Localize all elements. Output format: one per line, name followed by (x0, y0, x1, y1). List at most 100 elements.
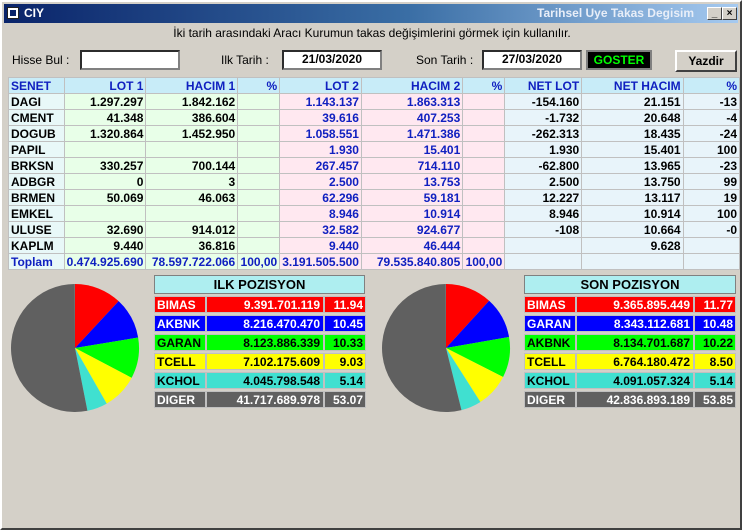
table-row[interactable]: KAPLM 9.440 36.816 9.440 46.444 9.628 (8, 237, 741, 254)
table-cell (237, 205, 281, 222)
senet-cell: PAPIL (8, 141, 65, 158)
senet-cell: EMKEL (8, 205, 65, 222)
pie-slice-bimas (446, 284, 490, 348)
pozisyon-row[interactable]: AKBNK 8.216.470.470 10.45 (154, 315, 366, 334)
table-cell (462, 237, 506, 254)
pie-slice-garan (75, 337, 139, 378)
table-row[interactable]: CMENT 41.348 386.604 39.616 407.253 -1.732 20.… (8, 109, 741, 126)
table-cell (462, 205, 506, 222)
minimize-icon[interactable]: _ (707, 7, 722, 20)
table-cell: 1.863.313 (360, 93, 464, 110)
table-cell: 19 (682, 189, 741, 206)
close-icon[interactable]: × (722, 7, 737, 20)
pozisyon-row[interactable]: KCHOL 4.045.798.548 5.14 (154, 372, 366, 391)
table-cell (63, 205, 147, 222)
goster-button[interactable]: GOSTER (586, 50, 652, 70)
table-row[interactable]: EMKEL 8.946 10.914 8.946 10.914 100 (8, 205, 741, 222)
pozisyon-name: TCELL (154, 353, 206, 370)
senet-cell: CMENT (8, 109, 65, 126)
table-cell: 9.440 (63, 237, 147, 254)
pozisyon-row[interactable]: BIMAS 9.365.895.449 11.77 (524, 296, 736, 315)
pozisyon-row[interactable]: DIGER 41.717.689.978 53.07 (154, 391, 366, 410)
table-cell: 1.471.386 (360, 125, 464, 142)
pozisyon-pct: 11.77 (694, 296, 736, 313)
col-header-senet[interactable]: SENET (8, 77, 65, 94)
col-header-net-hacim[interactable]: NET HACIM (581, 77, 684, 94)
pozisyon-name: TCELL (524, 353, 576, 370)
pozisyon-row[interactable]: TCELL 7.102.175.609 9.03 (154, 353, 366, 372)
pozisyon-row[interactable]: GARAN 8.123.886.339 10.33 (154, 334, 366, 353)
table-cell: 41.348 (63, 109, 147, 126)
pozisyon-value: 8.134.701.687 (576, 334, 694, 351)
pozisyon-value: 9.365.895.449 (576, 296, 694, 313)
pozisyon-row[interactable]: AKBNK 8.134.701.687 10.22 (524, 334, 736, 353)
table-cell (237, 221, 281, 238)
pozisyon-name: AKBNK (524, 334, 576, 351)
table-cell: -13 (682, 93, 741, 110)
son-tarih-input[interactable]: 27/03/2020 (482, 50, 582, 70)
table-cell: 21.151 (581, 93, 684, 110)
son-tarih-label: Son Tarih : (416, 53, 474, 67)
pozisyon-value: 8.343.112.681 (576, 315, 694, 332)
col-header-lot2[interactable]: LOT 2 (279, 77, 362, 94)
table-cell: 914.012 (145, 221, 239, 238)
table-cell (237, 237, 281, 254)
pozisyon-row[interactable]: DIGER 42.836.893.189 53.85 (524, 391, 736, 410)
table-cell: 9.440 (279, 237, 362, 254)
table-cell: 18.435 (581, 125, 684, 142)
table-cell: -23 (682, 157, 741, 174)
col-header-net-pct[interactable]: % (682, 77, 741, 94)
col-header-pct2[interactable]: % (462, 77, 506, 94)
pozisyon-pct: 10.48 (694, 315, 736, 332)
pozisyon-value: 4.091.057.324 (576, 372, 694, 389)
table-cell (145, 141, 239, 158)
col-header-hacim1[interactable]: HACIM 1 (145, 77, 239, 94)
table-cell: 15.401 (581, 141, 684, 158)
table-cell: -62.800 (504, 157, 583, 174)
table-cell: 1.058.551 (279, 125, 362, 142)
footer-cell: 100,00 (462, 253, 506, 270)
table-row[interactable]: DAGI 1.297.297 1.842.162 1.143.137 1.863.313… (8, 93, 741, 110)
table-cell: -4 (682, 109, 741, 126)
senet-cell: ADBGR (8, 173, 65, 190)
table-row[interactable]: PAPIL 1.930 15.401 1.930 15.401 100 (8, 141, 741, 158)
pozisyon-row[interactable]: KCHOL 4.091.057.324 5.14 (524, 372, 736, 391)
pozisyon-name: KCHOL (524, 372, 576, 389)
table-row[interactable]: ULUSE 32.690 914.012 32.582 924.677 -108 10.66… (8, 221, 741, 238)
col-header-net-lot[interactable]: NET LOT (504, 77, 583, 94)
pozisyon-name: KCHOL (154, 372, 206, 389)
pozisyon-value: 41.717.689.978 (206, 391, 324, 408)
son-pozisyon-pie-chart (381, 284, 510, 412)
table-cell (145, 205, 239, 222)
title-bar[interactable]: CIY Tarihsel Uye Takas Degisim _ × (4, 4, 738, 23)
yazdir-button[interactable]: Yazdir (675, 50, 737, 72)
pozisyon-pct: 10.22 (694, 334, 736, 351)
pozisyon-row[interactable]: TCELL 6.764.180.472 8.50 (524, 353, 736, 372)
pozisyon-pct: 53.07 (324, 391, 366, 408)
table-row[interactable]: BRMEN 50.069 46.063 62.296 59.181 12.227 13.11… (8, 189, 741, 206)
table-cell: 267.457 (279, 157, 362, 174)
pozisyon-value: 6.764.180.472 (576, 353, 694, 370)
table-row[interactable]: BRKSN 330.257 700.144 267.457 714.110 -62.800… (8, 157, 741, 174)
col-header-pct1[interactable]: % (237, 77, 281, 94)
ilk-tarih-input[interactable]: 21/03/2020 (282, 50, 382, 70)
hisse-search-input[interactable] (80, 50, 180, 70)
app-icon[interactable] (7, 7, 19, 19)
table-cell: 3 (145, 173, 239, 190)
table-cell: 2.500 (504, 173, 583, 190)
table-header-row: SENET LOT 1 HACIM 1 % LOT 2 HACIM 2 % NE… (8, 77, 741, 94)
table-row[interactable]: ADBGR 0 3 2.500 13.753 2.500 13.750 99 (8, 173, 741, 190)
col-header-hacim2[interactable]: HACIM 2 (360, 77, 464, 94)
col-header-lot1[interactable]: LOT 1 (63, 77, 147, 94)
pozisyon-name: DIGER (154, 391, 206, 408)
table-cell: 1.452.950 (145, 125, 239, 142)
table-row[interactable]: DOGUB 1.320.864 1.452.950 1.058.551 1.471.38… (8, 125, 741, 142)
info-text: İki tarih arasındaki Aracı Kurumun takas… (173, 26, 571, 40)
table-cell (682, 237, 741, 254)
pie-slice-akbnk (446, 336, 510, 377)
footer-cell: 100,00 (237, 253, 281, 270)
table-cell: 1.143.137 (279, 93, 362, 110)
pozisyon-row[interactable]: GARAN 8.343.112.681 10.48 (524, 315, 736, 334)
table-cell: 32.690 (63, 221, 147, 238)
pozisyon-row[interactable]: BIMAS 9.391.701.119 11.94 (154, 296, 366, 315)
